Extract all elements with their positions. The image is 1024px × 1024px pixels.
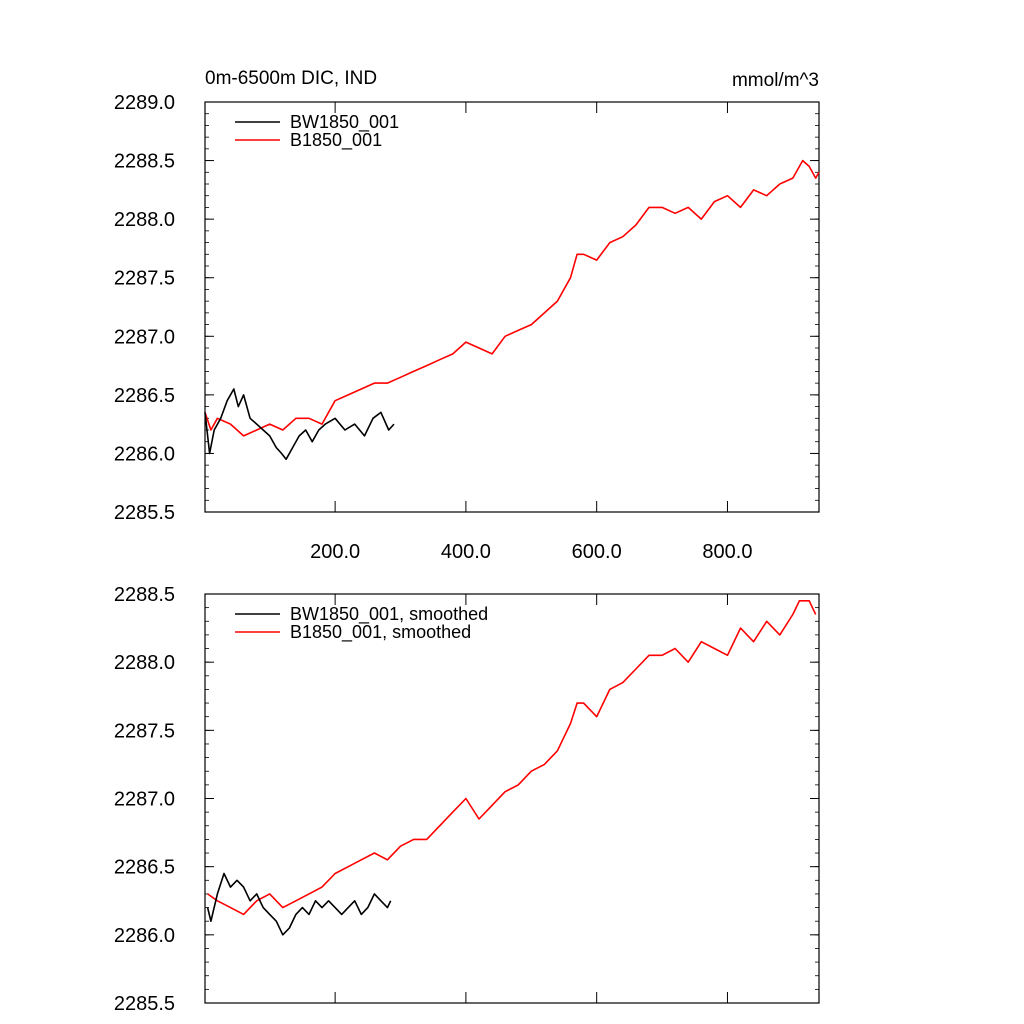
y-tick-label: 2288.5 [114, 584, 175, 606]
legend-label: BW1850_001 [290, 112, 399, 133]
x-tick-label: 400.0 [441, 541, 491, 563]
y-tick-label: 2289.0 [114, 92, 175, 114]
series-line-black [206, 872, 392, 936]
series-lines [204, 159, 820, 461]
y-tick-label: 2287.0 [114, 789, 175, 811]
bottom-panel: 2285.5 2286.0 2286.5 2287.0 2287.5 2288.0 2288… [114, 584, 820, 1015]
y-tick-label: 2286.0 [114, 925, 175, 947]
y-tick-label: 2286.5 [114, 857, 175, 879]
x-tick-label: 200.0 [310, 541, 360, 563]
series-line-red [204, 159, 820, 437]
y-tick-label: 2286.5 [114, 385, 175, 407]
series-line-black [204, 388, 395, 461]
y-tick-label: 2287.5 [114, 268, 175, 290]
series-line-red [207, 599, 817, 916]
legend-label: BW1850_001, smoothed [290, 604, 488, 625]
y-tick-labels: 2285.5 2286.0 2286.5 2287.0 2287.5 2288.0 2288… [114, 92, 175, 524]
y-tick-labels: 2285.5 2286.0 2286.5 2287.0 2287.5 2288.0 2288… [114, 584, 175, 1015]
tick-marks [205, 101, 819, 513]
chart-title: 0m-6500m DIC, IND [205, 68, 377, 89]
x-tick-label: 600.0 [572, 541, 622, 563]
y-tick-label: 2287.0 [114, 326, 175, 348]
plot-frame [204, 101, 820, 513]
y-tick-label: 2286.0 [114, 443, 175, 465]
y-tick-label: 2288.0 [114, 652, 175, 674]
x-tick-labels: 200.0 400.0 600.0 800.0 [310, 541, 752, 563]
top-panel: 0m-6500m DIC, IND mmol/m^3 2285.52286.02… [114, 68, 820, 563]
y-tick-label: 2285.5 [114, 502, 175, 524]
y-tick-label: 2285.5 [114, 993, 175, 1015]
x-tick-label: 800.0 [702, 541, 752, 563]
y-tick-label: 2287.5 [114, 720, 175, 742]
legend-label: B1850_001, smoothed [290, 622, 471, 643]
y-tick-label: 2288.5 [114, 151, 175, 173]
y-tick-label: 2288.0 [114, 209, 175, 231]
legend-label: B1850_001 [290, 130, 382, 151]
tick-marks [205, 593, 819, 1004]
units-label: mmol/m^3 [732, 70, 819, 91]
series-lines [206, 599, 817, 936]
